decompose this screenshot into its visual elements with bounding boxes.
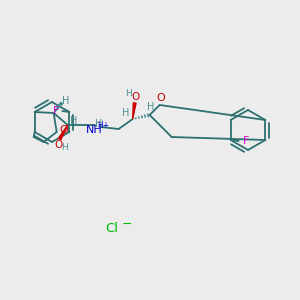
Text: H: H	[95, 119, 102, 129]
Text: F: F	[242, 136, 249, 146]
Text: O: O	[132, 92, 140, 102]
Polygon shape	[58, 125, 68, 140]
Text: H: H	[70, 116, 77, 126]
Text: −: −	[122, 218, 132, 230]
Text: H+: H+	[98, 122, 110, 130]
Text: NH: NH	[86, 125, 103, 135]
Polygon shape	[133, 103, 136, 119]
Text: H: H	[122, 108, 129, 118]
Text: O: O	[59, 125, 68, 135]
Polygon shape	[54, 102, 63, 113]
Text: Cl: Cl	[106, 221, 118, 235]
Text: H: H	[147, 102, 154, 112]
Text: H: H	[61, 143, 68, 152]
Text: O: O	[156, 93, 165, 103]
Text: O: O	[55, 140, 63, 150]
Text: H: H	[62, 96, 69, 106]
Text: F: F	[53, 106, 59, 116]
Text: H: H	[125, 88, 132, 98]
